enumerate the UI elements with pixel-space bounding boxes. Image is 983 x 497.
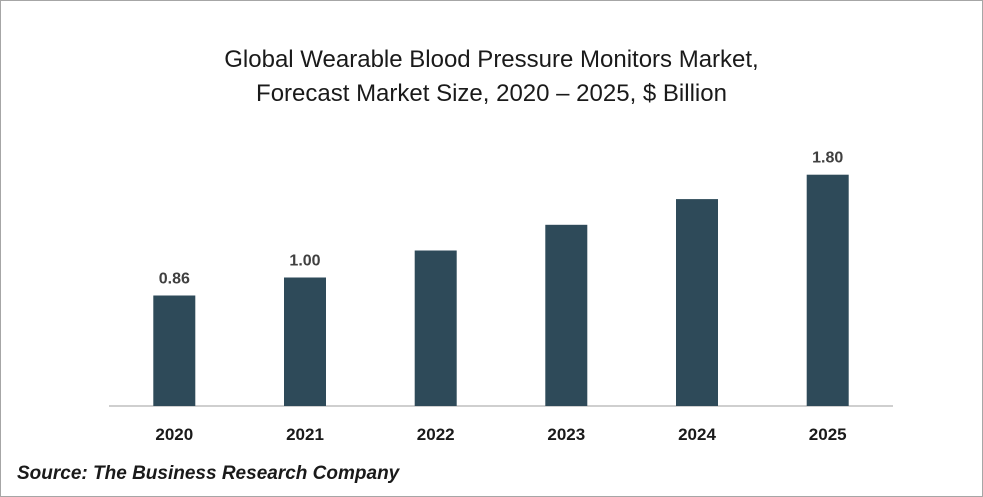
data-labels-group: 0.86 1.00 1.80	[159, 150, 844, 288]
x-tick-labels-group: 2020 2021 2022 2023 2024 2025	[155, 425, 846, 444]
chart-title-line-1: Global Wearable Blood Pressure Monitors …	[224, 46, 759, 73]
bar-2022	[414, 250, 457, 406]
bars-group	[153, 174, 849, 406]
x-tick-label-2023: 2023	[547, 425, 585, 444]
bar-2024	[676, 199, 718, 406]
bar-2021	[284, 277, 326, 406]
chart-title-line-2: Forecast Market Size, 2020 – 2025, $ Bil…	[256, 80, 727, 107]
x-tick-label-2025: 2025	[809, 425, 847, 444]
bar-2025	[806, 174, 849, 406]
data-label-2021: 1.00	[289, 253, 320, 270]
data-label-2025: 1.80	[812, 150, 843, 167]
chart-title: Global Wearable Blood Pressure Monitors …	[1, 43, 982, 111]
x-tick-label-2024: 2024	[678, 425, 716, 444]
bar-2020	[153, 295, 196, 406]
bar-2023	[545, 224, 588, 406]
x-tick-label-2020: 2020	[155, 425, 193, 444]
x-tick-label-2022: 2022	[417, 425, 455, 444]
x-tick-label-2021: 2021	[286, 425, 324, 444]
source-note: Source: The Business Research Company	[17, 463, 400, 484]
data-label-2020: 0.86	[159, 271, 190, 288]
